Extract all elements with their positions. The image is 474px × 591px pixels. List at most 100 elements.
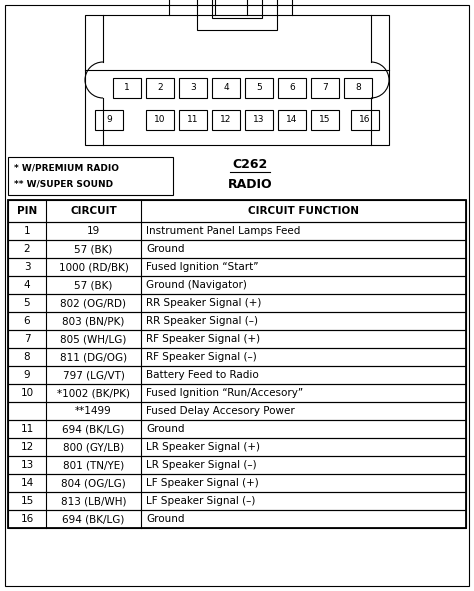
Text: CIRCUIT: CIRCUIT xyxy=(70,206,117,216)
Text: 2: 2 xyxy=(157,83,163,93)
Text: 12: 12 xyxy=(220,115,232,125)
Text: *1002 (BK/PK): *1002 (BK/PK) xyxy=(57,388,130,398)
Text: RF Speaker Signal (+): RF Speaker Signal (+) xyxy=(146,334,260,344)
Bar xyxy=(278,78,306,98)
Text: 14: 14 xyxy=(20,478,34,488)
Text: 813 (LB/WH): 813 (LB/WH) xyxy=(61,496,126,506)
Bar xyxy=(311,78,339,98)
Text: RR Speaker Signal (–): RR Speaker Signal (–) xyxy=(146,316,258,326)
Bar xyxy=(212,0,262,18)
Bar xyxy=(179,110,207,130)
Bar xyxy=(245,78,273,98)
Bar xyxy=(95,110,123,130)
Text: 4: 4 xyxy=(24,280,30,290)
Text: 1000 (RD/BK): 1000 (RD/BK) xyxy=(59,262,128,272)
Text: 694 (BK/LG): 694 (BK/LG) xyxy=(62,424,125,434)
Text: 15: 15 xyxy=(319,115,331,125)
Text: Ground: Ground xyxy=(146,244,184,254)
Text: Fused Ignition “Start”: Fused Ignition “Start” xyxy=(146,262,258,272)
Text: 57 (BK): 57 (BK) xyxy=(74,244,113,254)
Bar xyxy=(8,456,466,474)
Bar xyxy=(8,294,466,312)
Text: 2: 2 xyxy=(24,244,30,254)
Text: 9: 9 xyxy=(106,115,112,125)
Text: 3: 3 xyxy=(190,83,196,93)
Bar xyxy=(8,438,466,456)
Text: 805 (WH/LG): 805 (WH/LG) xyxy=(60,334,127,344)
Bar xyxy=(8,312,466,330)
Text: Instrument Panel Lamps Feed: Instrument Panel Lamps Feed xyxy=(146,226,301,236)
Text: 9: 9 xyxy=(24,370,30,380)
Text: 12: 12 xyxy=(20,442,34,452)
Text: RADIO: RADIO xyxy=(228,178,272,191)
Text: LF Speaker Signal (+): LF Speaker Signal (+) xyxy=(146,478,259,488)
Bar xyxy=(8,330,466,348)
Bar xyxy=(8,402,466,420)
Text: 10: 10 xyxy=(154,115,166,125)
Text: 1: 1 xyxy=(124,83,130,93)
Text: 5: 5 xyxy=(24,298,30,308)
Bar xyxy=(212,78,240,98)
Text: **1499: **1499 xyxy=(75,406,112,416)
Text: 13: 13 xyxy=(20,460,34,470)
Bar xyxy=(8,240,466,258)
Text: 10: 10 xyxy=(20,388,34,398)
Bar xyxy=(179,78,207,98)
Bar xyxy=(85,15,389,145)
Text: 800 (GY/LB): 800 (GY/LB) xyxy=(63,442,124,452)
Text: PIN: PIN xyxy=(17,206,37,216)
Text: Ground: Ground xyxy=(146,424,184,434)
Bar xyxy=(113,78,141,98)
Text: 16: 16 xyxy=(20,514,34,524)
Bar xyxy=(351,110,379,130)
Text: CIRCUIT FUNCTION: CIRCUIT FUNCTION xyxy=(248,206,359,216)
Bar xyxy=(344,78,372,98)
Text: 811 (DG/OG): 811 (DG/OG) xyxy=(60,352,127,362)
Text: 802 (OG/RD): 802 (OG/RD) xyxy=(61,298,127,308)
Bar xyxy=(8,366,466,384)
Bar xyxy=(146,78,174,98)
Text: ** W/SUPER SOUND: ** W/SUPER SOUND xyxy=(14,180,113,189)
Text: 7: 7 xyxy=(24,334,30,344)
Text: Ground: Ground xyxy=(146,514,184,524)
Bar xyxy=(8,474,466,492)
Text: 1: 1 xyxy=(24,226,30,236)
Bar xyxy=(146,110,174,130)
Text: * W/PREMIUM RADIO: * W/PREMIUM RADIO xyxy=(14,164,119,173)
Bar xyxy=(8,384,466,402)
Bar xyxy=(8,200,466,222)
Text: 11: 11 xyxy=(20,424,34,434)
Text: 6: 6 xyxy=(289,83,295,93)
Text: 6: 6 xyxy=(24,316,30,326)
Text: 57 (BK): 57 (BK) xyxy=(74,280,113,290)
Text: 11: 11 xyxy=(187,115,199,125)
Text: 4: 4 xyxy=(223,83,229,93)
Bar xyxy=(245,110,273,130)
Bar xyxy=(8,420,466,438)
Text: 5: 5 xyxy=(256,83,262,93)
Bar xyxy=(278,110,306,130)
Bar xyxy=(8,492,466,510)
Text: RF Speaker Signal (–): RF Speaker Signal (–) xyxy=(146,352,257,362)
Bar xyxy=(8,200,466,528)
Bar xyxy=(311,110,339,130)
Bar xyxy=(212,110,240,130)
Text: 14: 14 xyxy=(286,115,298,125)
Bar xyxy=(8,348,466,366)
Text: 801 (TN/YE): 801 (TN/YE) xyxy=(63,460,124,470)
Text: 7: 7 xyxy=(322,83,328,93)
Bar xyxy=(8,157,173,195)
Text: LR Speaker Signal (–): LR Speaker Signal (–) xyxy=(146,460,256,470)
Text: 803 (BN/PK): 803 (BN/PK) xyxy=(62,316,125,326)
Text: 8: 8 xyxy=(24,352,30,362)
Bar xyxy=(197,0,277,30)
Text: RR Speaker Signal (+): RR Speaker Signal (+) xyxy=(146,298,261,308)
Text: C262: C262 xyxy=(232,158,268,171)
Text: Fused Ignition “Run/Accesory”: Fused Ignition “Run/Accesory” xyxy=(146,388,303,398)
Text: Battery Feed to Radio: Battery Feed to Radio xyxy=(146,370,259,380)
Bar xyxy=(8,510,466,528)
Text: Fused Delay Accesory Power: Fused Delay Accesory Power xyxy=(146,406,295,416)
Text: 8: 8 xyxy=(355,83,361,93)
Text: 13: 13 xyxy=(253,115,265,125)
Text: Ground (Navigator): Ground (Navigator) xyxy=(146,280,247,290)
